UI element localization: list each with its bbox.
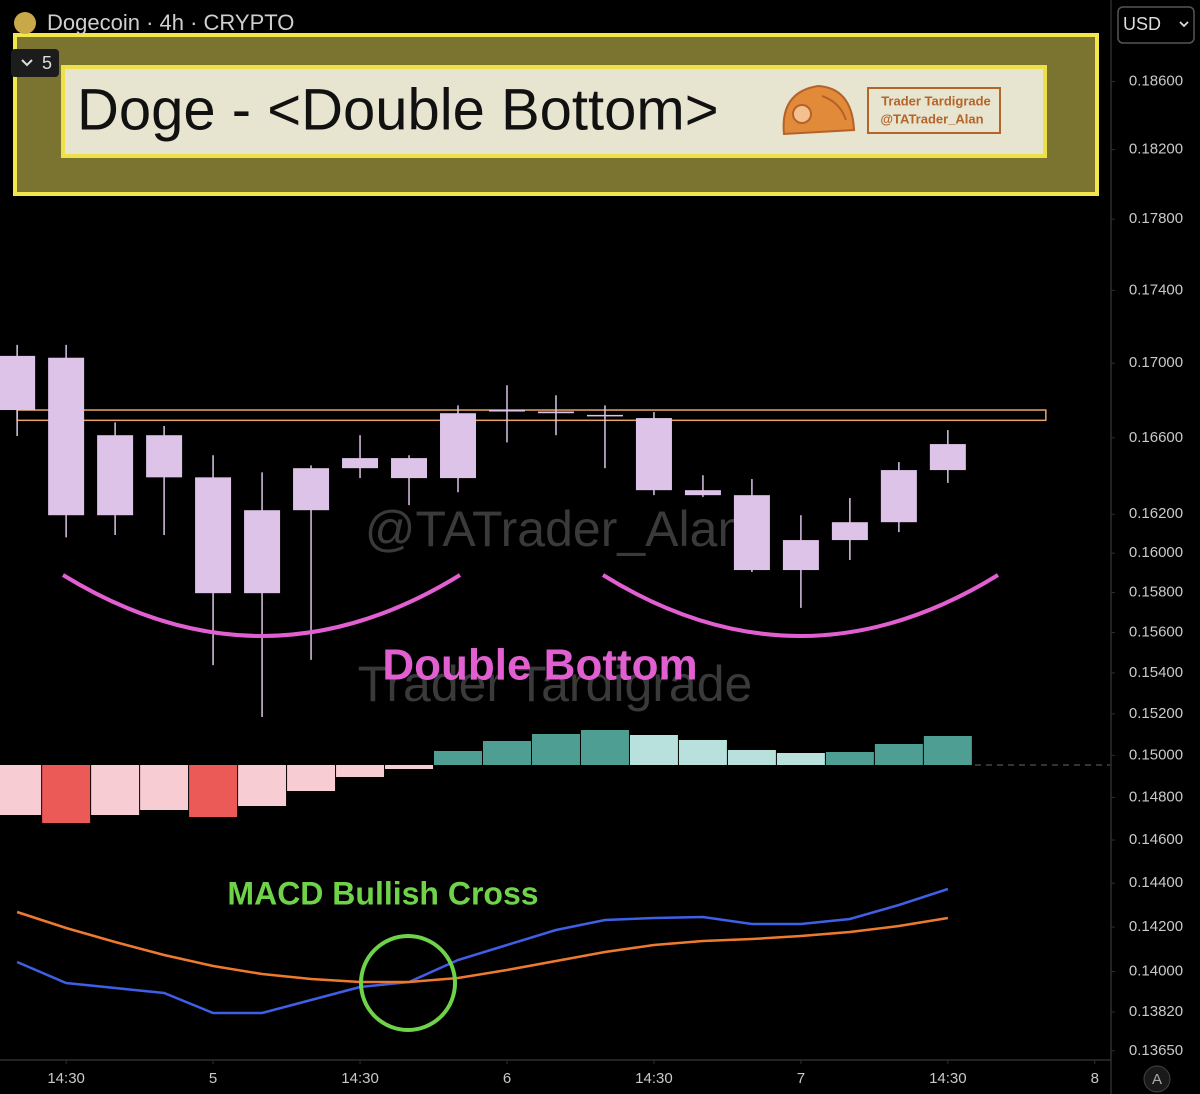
macd-line — [16, 887, 949, 1015]
y-tick-label: 0.15400 — [1129, 664, 1183, 681]
histogram-bar — [678, 740, 727, 765]
histogram-bar — [42, 765, 91, 823]
plot-area: @TATrader_Alan Trader Tardigrade Double … — [0, 344, 1110, 1032]
histogram-bar — [580, 730, 629, 765]
currency-button[interactable] — [1117, 6, 1195, 44]
y-tick-label: 0.14400 — [1129, 874, 1183, 891]
x-tick-label: 5 — [209, 1070, 217, 1087]
indicator-count: 5 — [42, 53, 52, 73]
histogram-bar — [531, 734, 580, 765]
y-tick-label: 0.15600 — [1129, 623, 1183, 640]
y-tick-label: 0.17400 — [1129, 281, 1183, 298]
currency-label: USD — [1123, 14, 1161, 34]
y-tick-label: 0.17000 — [1129, 354, 1183, 371]
y-tick-label: 0.14600 — [1129, 831, 1183, 848]
y-tick-label: 0.15000 — [1129, 746, 1183, 763]
banner-inner — [61, 65, 1047, 158]
y-tick-label: 0.17800 — [1129, 210, 1183, 227]
histogram-bar — [0, 765, 42, 815]
histogram-bar — [434, 751, 483, 765]
histogram-bar — [336, 765, 385, 777]
bottom-arc — [601, 573, 1000, 638]
histogram-bar — [287, 765, 336, 791]
y-tick-label: 0.15200 — [1129, 705, 1183, 722]
candle-body — [293, 468, 330, 511]
candle-body — [635, 418, 672, 491]
watermark: Trader Tardigrade — [358, 656, 753, 712]
y-tick-label: 0.18600 — [1129, 72, 1183, 89]
indicator-toggle[interactable] — [11, 49, 59, 77]
x-tick-label: 7 — [797, 1070, 805, 1087]
x-tick-label: 14:30 — [929, 1070, 967, 1087]
y-tick-label: 0.14000 — [1129, 962, 1183, 979]
logo-text: @TATrader_Alan — [880, 111, 983, 126]
histogram-bar — [629, 735, 678, 765]
histogram-bar — [727, 750, 776, 765]
candle-body — [391, 458, 428, 479]
histogram-bar — [189, 765, 238, 817]
candle-body — [48, 357, 85, 516]
logo-box — [867, 87, 1001, 134]
candle-body — [244, 510, 281, 594]
y-tick-label: 0.18200 — [1129, 141, 1183, 158]
candle-body — [733, 495, 770, 571]
x-tick-label: 14:30 — [635, 1070, 673, 1087]
candle-body — [440, 413, 477, 479]
logo-icon — [782, 84, 856, 136]
candle-body — [0, 355, 36, 411]
candle-body — [537, 411, 574, 414]
chevron — [1179, 21, 1189, 28]
y-tick-label: 0.16200 — [1129, 505, 1183, 522]
histogram-bar — [923, 736, 972, 765]
y-tick-label: 0.13650 — [1129, 1042, 1183, 1059]
histogram-bar — [91, 765, 140, 815]
auto-scale-label: A — [1152, 1071, 1162, 1088]
bottom-arc — [61, 573, 462, 638]
candle-body — [684, 490, 721, 496]
watermark: @TATrader_Alan — [365, 501, 746, 557]
histogram-bar — [874, 744, 923, 765]
symbol-header: Dogecoin · 4h · CRYPTO — [47, 10, 294, 35]
annotation: Double Bottom — [382, 641, 697, 690]
candle-body — [488, 410, 525, 412]
candle-body — [342, 458, 379, 469]
histogram-bar — [483, 741, 531, 765]
logo-text: Trader Tardigrade — [881, 93, 991, 108]
y-tick-label: 0.16600 — [1129, 429, 1183, 446]
candle-body — [146, 435, 183, 478]
cross-circle — [359, 934, 457, 1032]
x-tick-label: 14:30 — [341, 1070, 379, 1087]
y-tick-label: 0.15800 — [1129, 584, 1183, 601]
x-tick-label: 8 — [1091, 1070, 1099, 1087]
logo-shape — [821, 95, 847, 121]
y-tick-label: 0.14200 — [1129, 918, 1183, 935]
candle-body — [880, 470, 917, 523]
coin-icon — [14, 12, 36, 34]
candle-body — [782, 540, 819, 571]
histogram-bar — [385, 765, 434, 769]
histogram-bar — [825, 752, 874, 765]
candle-body — [586, 414, 623, 417]
y-tick-label: 0.16000 — [1129, 544, 1183, 561]
y-tick-label: 0.14800 — [1129, 788, 1183, 805]
chevron — [21, 59, 33, 67]
logo-shape — [792, 104, 812, 124]
histogram-bar — [238, 765, 287, 806]
annotation: MACD Bullish Cross — [227, 875, 538, 911]
candle-body — [195, 477, 232, 594]
auto-scale-button[interactable] — [1143, 1065, 1171, 1093]
histogram-bar — [776, 753, 825, 765]
macd-line — [16, 910, 949, 984]
banner-title: Doge - <Double Bottom> — [77, 77, 719, 142]
candle-body — [97, 435, 134, 516]
x-tick-label: 6 — [503, 1070, 511, 1087]
candle-body — [929, 444, 966, 471]
y-tick-label: 0.13820 — [1129, 1003, 1183, 1020]
candle-body — [831, 522, 868, 541]
x-tick-label: 14:30 — [47, 1070, 85, 1087]
histogram-bar — [140, 765, 189, 810]
